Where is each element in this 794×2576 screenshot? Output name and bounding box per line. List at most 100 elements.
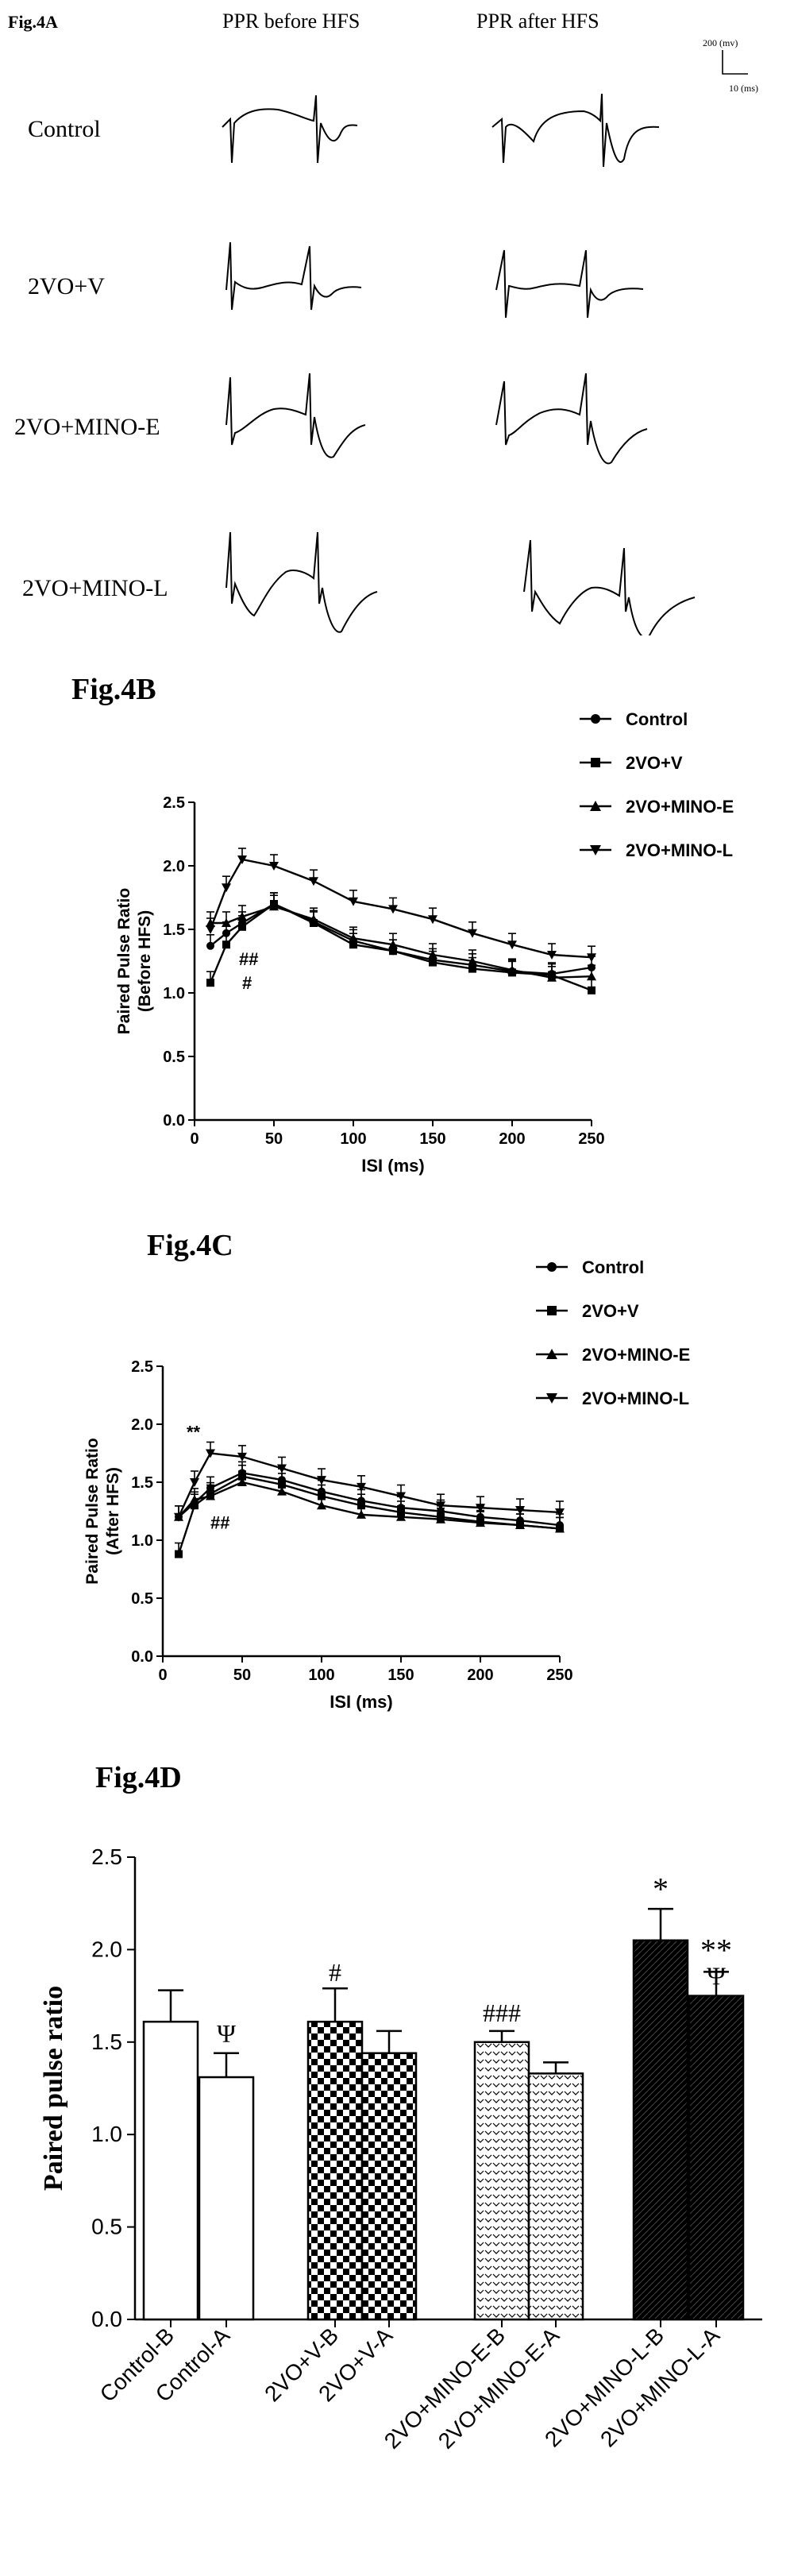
series-line — [209, 858, 592, 959]
data-point — [357, 1509, 366, 1519]
bar-2VO+MINO-E-B — [473, 2041, 530, 2321]
fig-4a-header-after: PPR after HFS — [476, 10, 599, 33]
y-tick-label: 2.5 — [163, 794, 185, 812]
chart-fig-4d: Fig.4D 0.0 0.5 1.0 1.5 2.0 2.5 Paired pulse ra… — [39, 1761, 762, 2454]
y-axis-label: Paired pulse ratio — [39, 1986, 68, 2191]
data-point — [175, 1550, 183, 1558]
legend-item: 2VO+MINO-L — [536, 1388, 689, 1408]
data-point — [237, 912, 247, 921]
data-point — [222, 918, 231, 927]
chart-fig-4c: Fig.4C Control2VO+V2VO+MINO-E2VO+MINO-L … — [83, 1229, 690, 1712]
data-point — [468, 964, 476, 973]
legend-marker — [591, 714, 600, 724]
y-tick-label: 1.5 — [131, 1474, 153, 1492]
data-point — [174, 1512, 183, 1522]
data-point — [222, 883, 231, 893]
significance-mark: ## — [239, 949, 258, 969]
series-2VO+V — [206, 892, 596, 994]
data-point — [389, 947, 397, 956]
y-tick-label: 0.0 — [131, 1648, 153, 1666]
data-point — [309, 877, 318, 886]
data-point — [587, 971, 596, 981]
x-tick-label: 100 — [308, 1666, 334, 1684]
y-axis-label: (Before HFS) — [136, 910, 154, 1012]
series-Control — [175, 1461, 564, 1530]
data-point — [317, 1500, 326, 1510]
data-point — [468, 929, 477, 938]
data-point — [436, 1514, 445, 1524]
data-point — [277, 1464, 287, 1473]
scale-bar: 200 (mv) 10 (ms) — [703, 37, 758, 94]
fig-4a-label: Fig.4A — [8, 12, 58, 32]
data-point — [388, 940, 398, 949]
fig-4c-label: Fig.4C — [147, 1229, 233, 1262]
y-tick-label: 1.0 — [131, 1532, 153, 1550]
y-tick-label: 2.0 — [163, 858, 185, 875]
data-point — [357, 1482, 366, 1492]
legend-label: 2VO+MINO-L — [626, 840, 733, 860]
y-tick-label: 1.0 — [91, 2122, 122, 2146]
significance-mark: * — [653, 1871, 669, 1907]
series-line — [177, 1452, 561, 1518]
data-point — [206, 979, 214, 987]
bar-2VO+MINO-L-A — [688, 1995, 745, 2321]
y-tick-label: 2.0 — [91, 1937, 122, 1961]
fig-4a-traces: Fig.4A PPR before HFS PPR after HFS 200 … — [8, 10, 758, 635]
y-tick-label: 2.0 — [131, 1416, 153, 1434]
trace-2vo-v-before — [225, 241, 362, 311]
data-point — [547, 972, 557, 982]
x-tick-label: 50 — [265, 1130, 283, 1148]
data-point — [206, 941, 214, 950]
data-point — [436, 1501, 445, 1511]
bar-Control-A — [198, 2076, 255, 2321]
data-point — [269, 862, 279, 871]
data-point — [396, 1492, 406, 1501]
x-tick-label: 200 — [499, 1130, 525, 1148]
legend-marker — [546, 1393, 557, 1404]
y-tick-label: 0.5 — [131, 1590, 153, 1608]
data-point — [349, 933, 358, 943]
legend-label: 2VO+V — [582, 1301, 639, 1321]
significance-mark: ## — [210, 1512, 229, 1532]
data-point — [429, 958, 437, 967]
data-point — [238, 922, 246, 931]
legend-label: Control — [582, 1257, 644, 1277]
series-line — [210, 905, 592, 979]
legend-item: 2VO+MINO-E — [536, 1345, 690, 1365]
data-point — [237, 1477, 247, 1486]
series-Control — [206, 892, 596, 978]
bar-2VO+MINO-E-A — [527, 2072, 584, 2321]
data-point — [476, 1504, 485, 1513]
x-tick-label: 150 — [419, 1130, 445, 1148]
y-tick-label: 1.0 — [163, 985, 185, 1002]
data-point — [309, 914, 318, 924]
data-point — [317, 1476, 326, 1485]
data-point — [468, 956, 477, 965]
scale-bar-y-label: 200 (mv) — [703, 37, 738, 48]
significance-mark: ** — [700, 1932, 732, 1968]
significance-mark: Ψ — [217, 2019, 236, 2048]
data-point — [515, 1520, 525, 1530]
row-label-control: Control — [28, 116, 101, 142]
y-axis-label: (After HFS) — [104, 1467, 122, 1555]
data-point — [191, 1501, 198, 1510]
legend-item: 2VO+V — [580, 753, 683, 773]
y-tick-label: 2.5 — [91, 1844, 122, 1869]
data-point — [269, 902, 279, 911]
series-2VO+MINO-L — [206, 848, 596, 963]
legend-item: 2VO+MINO-E — [580, 797, 734, 817]
data-point — [476, 1518, 485, 1527]
trace-2vo-mino-l-before — [225, 531, 378, 633]
trace-control-before — [222, 95, 358, 164]
data-point — [507, 965, 517, 975]
y-tick-label: 2.5 — [131, 1358, 153, 1376]
data-point — [587, 953, 596, 963]
y-tick-label: 0.5 — [91, 2215, 122, 2239]
data-point — [515, 1506, 525, 1516]
y-axis-label: Paired Pulse Ratio — [83, 1438, 102, 1584]
trace-2vo-mino-l-after — [523, 539, 696, 635]
bar-Control-B — [142, 2020, 199, 2321]
fig-4b-label: Fig.4B — [71, 673, 156, 706]
data-point — [428, 950, 437, 959]
legend-item: Control — [536, 1257, 644, 1277]
